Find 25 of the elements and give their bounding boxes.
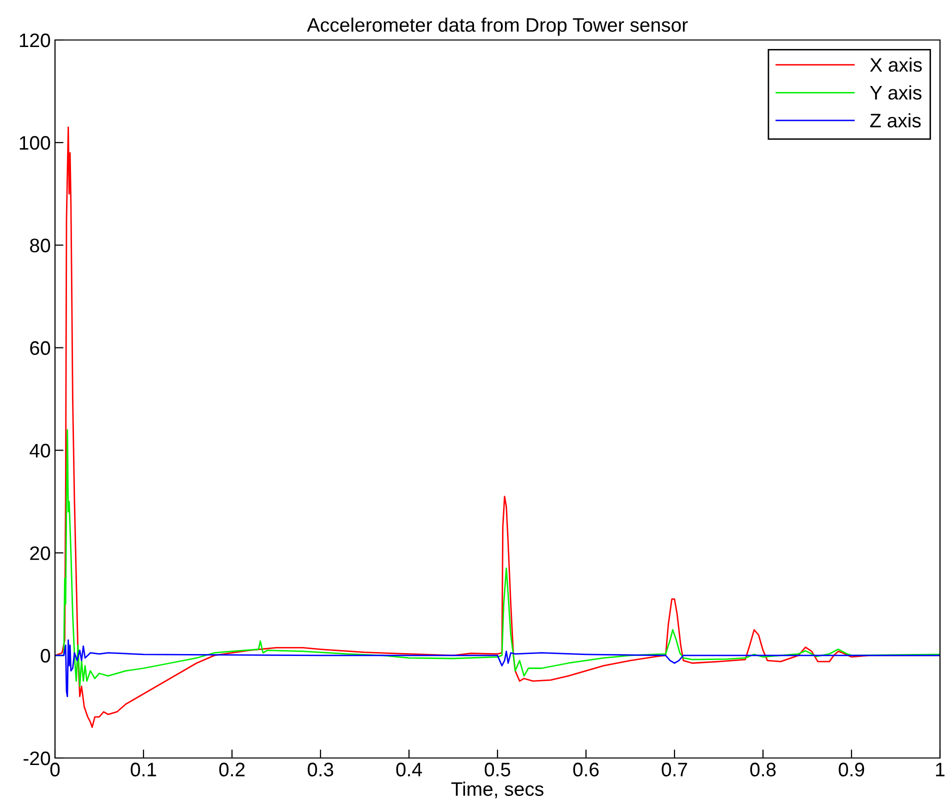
y-tick-label: 0 <box>40 648 50 663</box>
x-tick-label: 0.9 <box>838 762 864 776</box>
legend-label: Z axis <box>870 113 921 128</box>
y-tick-label: 120 <box>20 33 50 48</box>
x-tick-label: 0.6 <box>573 762 599 776</box>
y-tick-label: 20 <box>30 546 50 560</box>
x-tick-label: 1 <box>936 762 944 776</box>
line-series <box>55 639 940 698</box>
y-tick-label: 40 <box>30 444 50 458</box>
y-tick-label: -20 <box>24 751 50 766</box>
y-tick-label: 100 <box>20 136 50 150</box>
x-tick-label: 0 <box>50 762 60 776</box>
x-axis-title: Time, secs <box>451 782 544 798</box>
x-tick-label: 0.5 <box>484 762 510 776</box>
x-tick-label: 0.2 <box>219 762 245 776</box>
y-tick-label: 80 <box>30 238 50 252</box>
x-tick-label: 0.7 <box>662 762 688 776</box>
legend-label: Y axis <box>870 85 922 100</box>
x-tick-label: 0.4 <box>396 762 422 776</box>
x-tick-label: 0.3 <box>308 762 334 776</box>
y-tick-label: 60 <box>30 341 50 355</box>
chart-title: Accelerometer data from Drop Tower sensor <box>306 18 688 36</box>
x-tick-label: 0.1 <box>130 762 156 776</box>
legend-label: X axis <box>870 58 922 72</box>
x-tick-label: 0.8 <box>750 762 776 776</box>
